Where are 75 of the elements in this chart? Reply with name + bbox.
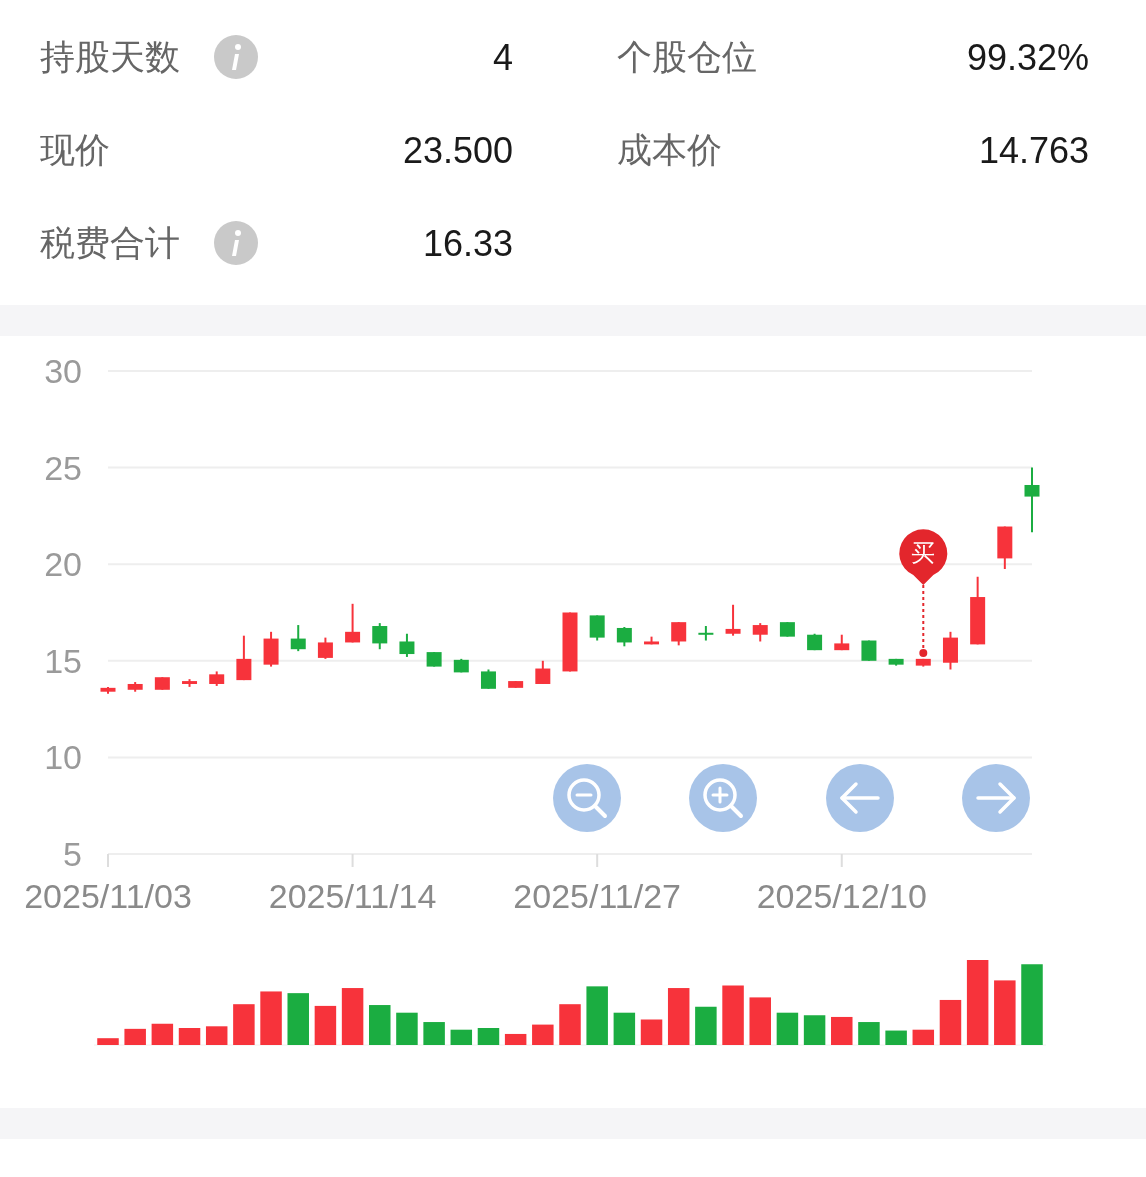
candlestick (236, 634, 252, 682)
bar (1021, 964, 1043, 1045)
bar (396, 1012, 418, 1045)
candlestick (317, 636, 333, 660)
x-tick-label: 2025/11/03 (24, 876, 192, 915)
x-tick-label: 2025/11/27 (513, 876, 681, 915)
candlestick (725, 603, 741, 637)
text: 14.763 (978, 129, 1089, 171)
candlestick (399, 632, 415, 658)
bar (314, 1005, 337, 1045)
text: 16.33 (422, 222, 513, 264)
bar (858, 1022, 880, 1045)
left-arrow-button[interactable] (826, 764, 894, 832)
y-tick-label: 20 (44, 545, 82, 584)
bar (450, 1029, 473, 1045)
y-tick-label: 25 (44, 448, 82, 487)
text: 成本价 (617, 130, 722, 170)
bar (151, 1023, 174, 1045)
right-arrow-button[interactable] (962, 764, 1030, 832)
y-tick-label: 10 (44, 738, 82, 777)
y-tick-label: 15 (44, 641, 82, 680)
bar (749, 997, 771, 1045)
bar (477, 1028, 500, 1045)
bar (341, 988, 364, 1045)
bar (504, 1033, 527, 1045)
candlestick (752, 622, 768, 643)
bar (667, 988, 690, 1045)
text: 现价 (40, 130, 110, 170)
candlestick (535, 659, 551, 685)
bar (803, 1015, 826, 1045)
candlestick (589, 614, 605, 642)
bar (532, 1024, 554, 1045)
bar (912, 1029, 935, 1045)
text: 税费合计 (40, 223, 180, 263)
x-tick-label: 2025/12/10 (756, 876, 927, 915)
text: 持股天数 (40, 37, 180, 77)
bar (776, 1012, 799, 1045)
bar (831, 1016, 853, 1045)
candlestick (290, 624, 306, 653)
y-tick-label: 30 (44, 351, 82, 390)
candlestick (698, 625, 714, 642)
text: 4 (492, 36, 513, 78)
bar (124, 1028, 146, 1045)
bar (885, 1030, 907, 1045)
bar (233, 1004, 255, 1045)
text: 个股仓位 (617, 37, 757, 77)
bar (178, 1028, 201, 1045)
bar (640, 1019, 663, 1045)
bar (423, 1022, 445, 1045)
bar (695, 1006, 717, 1045)
candlestick (1024, 466, 1040, 534)
annotation: 买 (911, 539, 936, 567)
bar (97, 1038, 119, 1045)
candlestick (372, 622, 388, 651)
bar (559, 1004, 581, 1045)
text: 23.500 (402, 129, 513, 171)
bar (722, 985, 744, 1045)
bar (994, 980, 1016, 1045)
bar (369, 1005, 391, 1045)
bar (260, 991, 282, 1045)
bar (287, 993, 309, 1045)
candlestick (345, 602, 361, 644)
x-tick-label: 2025/11/14 (268, 876, 437, 915)
bar (613, 1012, 636, 1045)
y-tick-label: 5 (63, 834, 82, 873)
bar (939, 999, 962, 1045)
text: 99.32% (966, 36, 1089, 78)
candlestick (671, 621, 687, 647)
zoom-in-button[interactable] (689, 764, 757, 832)
bar (586, 986, 608, 1045)
candlestick (480, 668, 496, 690)
candlestick (616, 625, 632, 648)
bar (966, 960, 989, 1045)
bar (205, 1026, 228, 1045)
zoom-out-button[interactable] (553, 764, 621, 832)
